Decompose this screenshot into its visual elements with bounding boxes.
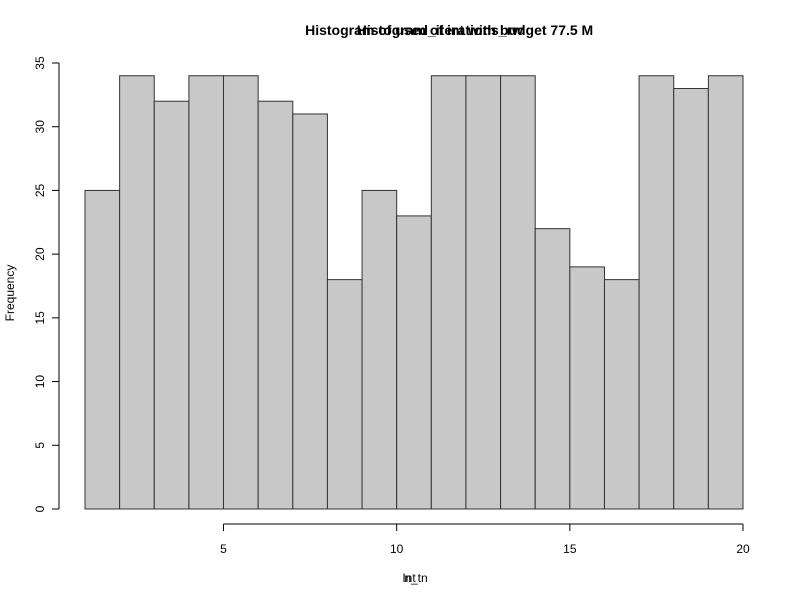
- chart-title-overlay-b: Histogram of int with budget 77.5 M: [357, 22, 593, 38]
- y-axis-label: Frequency: [3, 265, 17, 322]
- histogram-bar-19: [707, 75, 744, 510]
- histogram-bar-11: [430, 75, 467, 510]
- histogram-bars: [84, 75, 744, 510]
- x-axis: 5 10 15 20: [220, 523, 750, 556]
- y-tick-label-30: 30: [33, 120, 47, 134]
- y-tick-label-25: 25: [33, 183, 47, 197]
- x-axis-label-overlay-a: Int: [402, 571, 416, 585]
- histogram-bar-1: [84, 189, 121, 510]
- histogram-bar-18: [673, 87, 709, 510]
- histogram-bar-6: [257, 100, 294, 510]
- x-axis-label-overlay-b: n_tn: [404, 571, 427, 585]
- chart-title-overlay-a: Histogram of used_iterations_rw: [305, 22, 523, 38]
- x-axis-label: Int n_tn: [402, 571, 427, 585]
- histogram-bar-8: [326, 279, 363, 510]
- y-tick-label-0: 0: [33, 505, 47, 512]
- y-tick-label-5: 5: [33, 442, 47, 449]
- histogram-bar-3: [153, 100, 190, 510]
- histogram-bar-17: [638, 75, 675, 510]
- x-tick-label-10: 10: [390, 542, 404, 556]
- histogram-bar-10: [396, 215, 432, 510]
- histogram-bar-4: [188, 75, 225, 510]
- histogram-bar-7: [292, 113, 328, 510]
- histogram-bar-16: [603, 279, 640, 510]
- y-axis: 0 5 10 15 20 25 30 35: [33, 56, 60, 512]
- histogram-bar-2: [119, 75, 155, 510]
- histogram-bar-14: [534, 228, 571, 510]
- histogram-bar-15: [569, 266, 605, 510]
- histogram-bar-13: [500, 75, 536, 510]
- y-tick-label-20: 20: [33, 247, 47, 261]
- y-tick-label-35: 35: [33, 56, 47, 70]
- y-tick-label-15: 15: [33, 311, 47, 325]
- histogram-bar-5: [223, 75, 259, 510]
- chart-title: Histogram of used_iterations_rw Histogra…: [305, 22, 593, 38]
- y-tick-label-10: 10: [33, 375, 47, 389]
- histogram-bar-12: [465, 75, 502, 510]
- x-tick-label-5: 5: [220, 542, 227, 556]
- x-tick-label-20: 20: [736, 542, 750, 556]
- histogram-bar-9: [361, 189, 398, 510]
- x-tick-label-15: 15: [563, 542, 577, 556]
